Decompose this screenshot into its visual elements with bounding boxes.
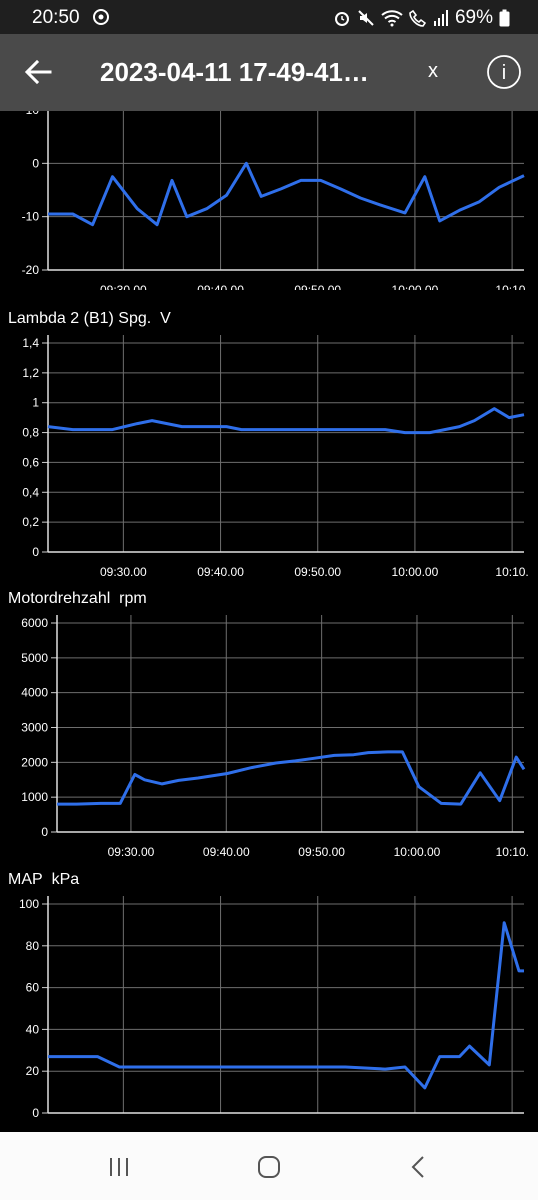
call-icon — [409, 9, 427, 27]
home-icon[interactable] — [254, 1152, 284, 1182]
series-line[interactable] — [48, 161, 525, 227]
y-tick-label: 3000 — [21, 721, 48, 735]
y-tick-label: 0,4 — [22, 485, 39, 499]
y-tick-label: 80 — [26, 939, 40, 953]
recent-apps-icon[interactable] — [104, 1152, 134, 1182]
battery-level: 69% — [454, 7, 493, 28]
y-tick-label: 10 — [26, 111, 40, 117]
y-tick-label: 60 — [26, 981, 40, 995]
y-tick-label: 20 — [26, 1064, 40, 1078]
y-tick-label: 4000 — [21, 686, 48, 700]
x-tick-label: 10:10. — [495, 283, 528, 290]
mute-icon — [358, 10, 374, 26]
y-tick-label: 1,4 — [22, 336, 39, 350]
y-tick-label: 0,2 — [22, 515, 39, 529]
chart-title-rpm: Motordrehzahl rpm — [8, 590, 147, 608]
x-tick-label: 09:50.00 — [294, 565, 341, 579]
y-tick-label: 0 — [32, 545, 39, 559]
y-tick-label: 1000 — [21, 790, 48, 804]
y-tick-label: 0 — [41, 825, 48, 839]
y-tick-label: 0 — [32, 1106, 39, 1120]
signal-icon — [433, 10, 448, 26]
sync-icon — [93, 9, 109, 25]
y-tick-label: 1,2 — [22, 366, 39, 380]
x-tick-label: 10:00.00 — [394, 845, 441, 859]
chart-1[interactable]: -20 -10 0 10 09:30.00 09:40.00 09:50.00 10:00.0… — [0, 111, 538, 290]
chart-title-text: Motordrehzahl — [8, 590, 111, 607]
chart-title-text: MAP — [8, 871, 43, 888]
chart-unit: kPa — [51, 871, 80, 888]
y-tick-label: 1 — [32, 396, 39, 410]
x-tick-label: 09:30.00 — [108, 845, 155, 859]
y-tick-label: 0,8 — [22, 426, 39, 440]
back-nav-icon[interactable] — [404, 1152, 434, 1182]
status-bar: 20:50 69% — [0, 0, 538, 34]
y-tick-label: -10 — [22, 210, 40, 224]
chart-title-lambda: Lambda 2 (B1) Spg. V — [8, 310, 171, 328]
chart-rpm[interactable]: 0 1000 2000 3000 4000 5000 6000 09:30.00 09:40.0… — [0, 615, 538, 865]
info-icon[interactable]: i — [486, 54, 522, 90]
x-tick-label: 09:50.00 — [298, 845, 345, 859]
chart-unit: rpm — [119, 590, 147, 607]
x-tick-label: 09:30.00 — [100, 283, 147, 290]
series-line[interactable] — [47, 407, 525, 435]
x-tick-label: 10:00.00 — [392, 283, 439, 290]
alarm-icon — [334, 12, 349, 26]
chart-title-map: MAP kPa — [8, 871, 79, 889]
y-tick-label: 40 — [26, 1022, 40, 1036]
page-title: 2023-04-11 17-49-41… — [100, 57, 369, 87]
charts-area[interactable]: -20-1001009:30.0009:40.0009:50.0010:00.0… — [0, 111, 538, 1132]
y-tick-label: 0,6 — [22, 455, 39, 469]
status-time: 20:50 — [32, 7, 80, 28]
x-tick-label: 10:10. — [495, 565, 528, 579]
y-tick-label: -20 — [22, 263, 40, 277]
x-tick-label: 09:40.00 — [203, 845, 250, 859]
x-tick-label: 09:40.00 — [197, 565, 244, 579]
y-tick-label: 6000 — [21, 616, 48, 630]
x-tick-label: 09:40.00 — [197, 283, 244, 290]
x-tick-label: 10:00.00 — [392, 565, 439, 579]
x-tick-label: 09:50.00 — [294, 283, 341, 290]
chart-title-text: Lambda 2 (B1) Spg. — [8, 310, 152, 327]
chart-lambda[interactable]: 0 0,2 0,4 0,6 0,8 1 1,2 1,4 09:30.00 09:40.00 09:5… — [0, 335, 538, 585]
app-bar: 2023-04-11 17-49-41… x i — [0, 34, 538, 111]
back-arrow-icon[interactable] — [22, 56, 54, 88]
series-line[interactable] — [48, 921, 524, 1090]
series-line[interactable] — [57, 750, 526, 806]
svg-text:i: i — [502, 62, 506, 84]
y-tick-label: 5000 — [21, 651, 48, 665]
wifi-icon — [381, 10, 403, 27]
y-tick-label: 2000 — [21, 755, 48, 769]
status-icons: 69% — [333, 6, 510, 30]
x-tick-label: 10:10. — [496, 845, 529, 859]
close-button[interactable]: x — [428, 60, 438, 82]
y-tick-label: 100 — [19, 897, 39, 911]
chart-map[interactable]: 02040608010009:30.0009:40.0009:50.0010:0… — [0, 896, 538, 1126]
chart-unit: V — [160, 310, 171, 327]
navigation-bar — [0, 1132, 538, 1200]
x-tick-label: 09:30.00 — [100, 565, 147, 579]
y-tick-label: 0 — [32, 156, 39, 170]
battery-icon — [499, 9, 510, 27]
